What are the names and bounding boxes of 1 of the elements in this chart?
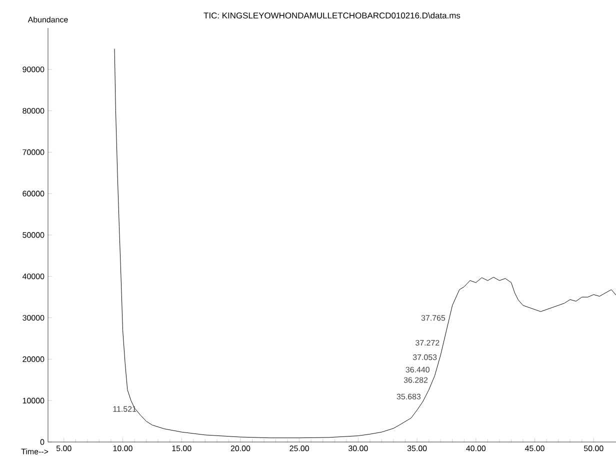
chart-title: TIC: KINGSLEYOWHONDAMULLETCHOBARCD010216.D\data.ms xyxy=(204,12,460,18)
